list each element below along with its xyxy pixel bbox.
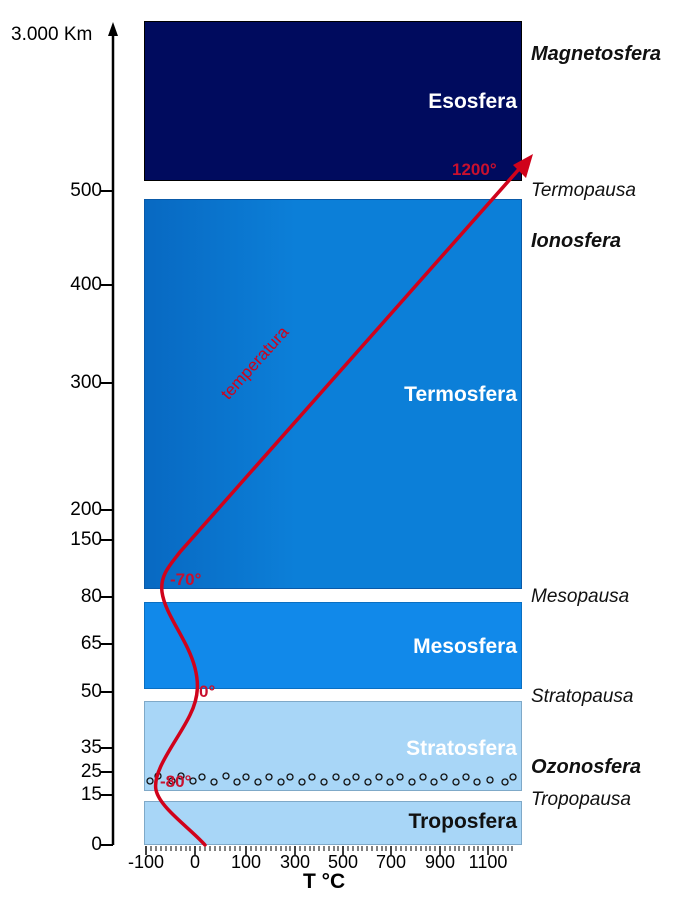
x-axis-ticks <box>145 846 513 855</box>
side-label-termopausa: Termopausa <box>531 180 636 201</box>
layer-label-mesosfera: Mesosfera <box>413 635 517 658</box>
x-tick-label: 500 <box>327 852 359 872</box>
ozone-molecules <box>146 772 517 786</box>
x-tick-label: 100 <box>230 852 262 872</box>
layer-label-esosfera: Esosfera <box>428 90 517 113</box>
y-tick-label: 35 <box>80 737 102 758</box>
y-tick-label: 200 <box>70 499 102 520</box>
y-tick-label: 80 <box>80 586 102 607</box>
band-stratosfera: Stratosfera <box>144 701 522 791</box>
x-axis-title: T °C <box>303 870 346 893</box>
y-tick-label: 400 <box>70 274 102 295</box>
y-tick-label: 25 <box>80 761 102 782</box>
x-tick-label: -100 <box>127 852 165 872</box>
temp-label-1200: 1200° <box>452 160 497 179</box>
y-axis <box>101 22 118 846</box>
layer-label-termosfera: Termosfera <box>404 383 517 406</box>
side-label-stratopausa: Stratopausa <box>531 686 634 707</box>
arrow-head-icon <box>513 154 533 178</box>
y-tick-label: 50 <box>80 681 102 702</box>
band-esosfera: Esosfera <box>144 21 522 181</box>
layer-label-stratosfera: Stratosfera <box>406 737 517 760</box>
layer-label-troposfera: Troposfera <box>408 810 517 833</box>
x-tick-label: 900 <box>424 852 456 872</box>
y-axis-top-label: 3.000 Km <box>11 24 93 45</box>
y-tick-label: 15 <box>80 784 102 805</box>
x-tick-label: 300 <box>279 852 311 872</box>
temp-label-minus80: -80° <box>160 772 192 791</box>
side-label-ionosfera: Ionosfera <box>531 230 622 252</box>
y-tick-label: 65 <box>80 633 102 654</box>
y-tick-label: 150 <box>70 529 102 550</box>
side-label-mesopausa: Mesopausa <box>531 586 630 607</box>
y-tick-label: 0 <box>91 834 102 855</box>
side-label-tropopausa: Tropopausa <box>531 789 631 810</box>
band-troposfera: Troposfera <box>144 801 522 845</box>
temperature-curve <box>153 154 533 847</box>
temp-label-0: 0° <box>199 682 216 701</box>
y-axis-arrow-icon <box>108 22 118 36</box>
side-label-magnetosfera: Magnetosfera <box>531 43 662 65</box>
band-mesosfera: Mesosfera <box>144 602 522 689</box>
y-tick-label: 300 <box>70 372 102 393</box>
temp-label-minus70: -70° <box>170 570 202 589</box>
side-label-ozonosfera: Ozonosfera <box>531 756 642 778</box>
x-tick-label: 700 <box>375 852 407 872</box>
y-tick-label: 500 <box>70 180 102 201</box>
x-tick-label: 0 <box>189 852 201 872</box>
x-tick-label: 1100 <box>468 852 508 872</box>
